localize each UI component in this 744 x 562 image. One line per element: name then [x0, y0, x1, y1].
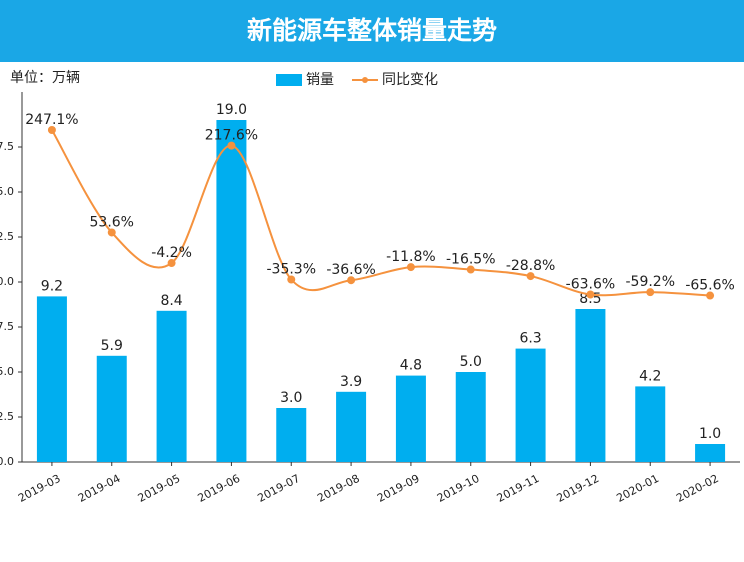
bar [575, 309, 606, 462]
bar-value-label: 3.0 [280, 390, 302, 406]
y-tick-label: 7.5 [0, 320, 14, 333]
legend-swatch [276, 74, 302, 86]
line-marker [646, 288, 655, 297]
legend-swatch [362, 77, 368, 83]
y-tick-label: 12.5 [0, 230, 14, 243]
y-tick-label: 2.5 [0, 410, 14, 423]
trend-line [51, 129, 711, 297]
bar-value-label: 5.0 [460, 354, 482, 370]
y-tick-label: 17.5 [0, 140, 14, 153]
bar-value-label: 19.0 [216, 102, 247, 118]
legend-label: 同比变化 [382, 72, 438, 88]
line-value-label: -11.8% [386, 249, 436, 265]
bar [36, 296, 67, 462]
x-tick-label: 2019-08 [315, 472, 362, 505]
bar [635, 386, 666, 462]
x-tick-label: 2019-12 [555, 472, 602, 505]
bar-value-label: 4.8 [400, 358, 422, 374]
x-tick-label: 2019-03 [16, 472, 63, 505]
y-tick-label: 5.0 [0, 365, 14, 378]
line-value-label: -16.5% [446, 252, 496, 268]
bar-value-label: 1.0 [699, 426, 721, 442]
x-tick-label: 2019-05 [136, 472, 183, 505]
y-tick-label: 15.0 [0, 185, 14, 198]
line-marker [167, 259, 176, 268]
bar [515, 348, 546, 462]
bar [156, 310, 187, 462]
line-marker [107, 228, 116, 237]
line-value-label: -4.2% [151, 245, 192, 261]
bar-value-label: 9.2 [41, 278, 63, 294]
bar [96, 355, 127, 462]
x-tick-label: 2019-09 [375, 472, 422, 505]
line-marker [227, 141, 236, 150]
line-value-label: -28.8% [506, 258, 556, 274]
chart-title: 新能源车整体销量走势 [247, 16, 497, 45]
bar [455, 372, 486, 462]
bar-value-label: 4.2 [639, 368, 661, 384]
unit-label: 单位：万辆 [10, 70, 80, 86]
y-tick-label: 0.0 [0, 455, 14, 468]
line-marker [706, 291, 715, 300]
line-marker [586, 290, 595, 299]
line-value-label: -63.6% [566, 276, 616, 292]
x-tick-label: 2020-01 [614, 472, 661, 505]
line-marker [406, 263, 415, 272]
bar-value-label: 3.9 [340, 374, 362, 390]
bar-value-label: 6.3 [519, 331, 541, 347]
x-tick-label: 2019-07 [255, 472, 302, 505]
y-tick-label: 10.0 [0, 275, 14, 288]
bar [336, 391, 367, 462]
line-marker [526, 272, 535, 281]
line-value-label: -65.6% [685, 278, 735, 294]
line-value-label: 53.6% [90, 214, 134, 230]
line-value-label: 217.6% [205, 128, 258, 144]
line-value-label: 247.1% [25, 112, 78, 128]
x-tick-label: 2019-06 [196, 472, 243, 505]
bar-value-label: 8.4 [160, 293, 182, 309]
bar-value-label: 5.9 [101, 338, 123, 354]
x-tick-label: 2020-02 [674, 472, 721, 505]
line-value-label: -59.2% [625, 274, 675, 290]
x-tick-label: 2019-10 [435, 472, 482, 505]
bar [395, 375, 426, 462]
x-tick-label: 2019-04 [76, 472, 123, 505]
line-marker [347, 276, 356, 285]
line-marker [287, 275, 296, 284]
line-marker [466, 265, 475, 274]
title-banner [0, 0, 744, 62]
legend-label: 销量 [306, 72, 334, 88]
line-value-label: -36.6% [326, 262, 376, 278]
bar [695, 444, 726, 462]
bar [216, 120, 247, 462]
line-value-label: -35.3% [266, 262, 316, 278]
bar [276, 408, 307, 462]
line-marker [47, 126, 56, 135]
x-tick-label: 2019-11 [495, 472, 542, 505]
